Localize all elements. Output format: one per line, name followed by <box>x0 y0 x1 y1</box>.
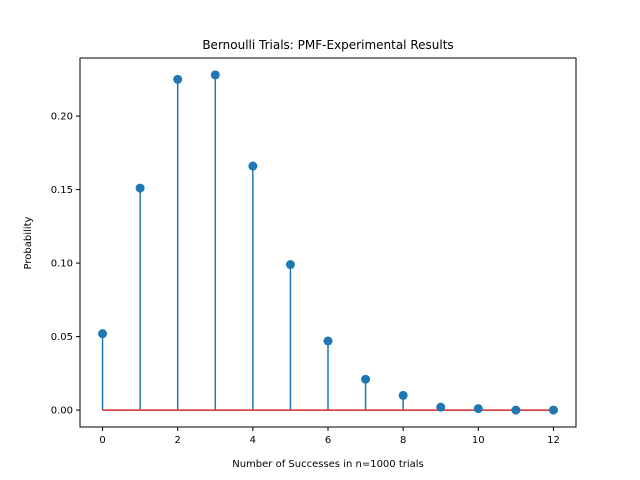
chart-title: Bernoulli Trials: PMF-Experimental Resul… <box>202 38 453 52</box>
x-tick-label: 10 <box>472 435 485 446</box>
stem-marker <box>248 161 258 171</box>
stem-marker <box>361 374 371 384</box>
y-tick-label: 0.15 <box>51 185 73 196</box>
y-tick-label: 0.00 <box>51 406 73 417</box>
stem-marker <box>473 404 483 414</box>
x-tick-label: 0 <box>99 435 105 446</box>
x-axis-label: Number of Successes in n=1000 trials <box>232 459 424 470</box>
x-tick-label: 8 <box>400 435 406 446</box>
x-ticks-group: 0 2 4 6 8 10 12 <box>99 427 560 446</box>
x-tick-label: 2 <box>175 435 181 446</box>
y-tick-label: 0.05 <box>51 332 73 343</box>
stem-marker <box>323 336 333 346</box>
stem-marker <box>548 405 558 415</box>
x-tick-label: 6 <box>325 435 331 446</box>
stem-marker <box>285 260 295 270</box>
y-tick-label: 0.10 <box>51 259 73 270</box>
y-tick-label: 0.20 <box>51 112 73 123</box>
stem-marker <box>398 390 408 400</box>
stem-marker <box>436 402 446 412</box>
stem-marker <box>173 74 183 84</box>
y-ticks-group: 0.00 0.05 0.10 0.15 0.20 <box>51 112 80 417</box>
stem-marker <box>135 183 145 193</box>
y-axis-label: Probability <box>23 216 34 269</box>
stem-marker <box>511 405 521 415</box>
stem-marker <box>98 329 108 339</box>
axes-frame <box>79 57 577 428</box>
x-tick-label: 4 <box>250 435 256 446</box>
x-tick-label: 12 <box>547 435 560 446</box>
stem-marker <box>210 70 220 80</box>
markers-group <box>98 70 558 415</box>
